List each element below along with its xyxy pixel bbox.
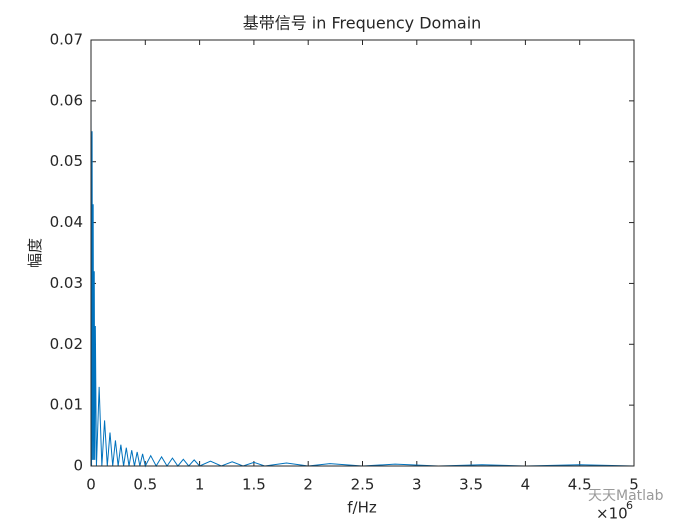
y-axis-label: 幅度 bbox=[26, 238, 44, 268]
y-tick-label: 0.01 bbox=[50, 396, 83, 414]
y-tick-label: 0.03 bbox=[50, 274, 83, 292]
chart-title: 基带信号 in Frequency Domain bbox=[243, 14, 482, 33]
x-axis-label: f/Hz bbox=[347, 499, 377, 517]
x-tick-label: 1.5 bbox=[242, 476, 266, 494]
x-tick-label: 0 bbox=[86, 476, 96, 494]
y-tick-label: 0.05 bbox=[50, 152, 83, 170]
y-tick-label: 0.06 bbox=[50, 91, 83, 109]
x-exponent: 6 bbox=[626, 499, 633, 512]
x-tick-label: 5 bbox=[629, 476, 639, 494]
x-tick-label: 0.5 bbox=[133, 476, 157, 494]
x-tick-label: 2.5 bbox=[351, 476, 375, 494]
y-tick-label: 0.04 bbox=[50, 213, 83, 231]
y-tick-label: 0.07 bbox=[50, 31, 83, 49]
x-tick-label: 3 bbox=[412, 476, 422, 494]
axes-box bbox=[90, 39, 635, 467]
x-tick-label: 2 bbox=[303, 476, 313, 494]
x-tick-label: 4.5 bbox=[568, 476, 592, 494]
y-tick-label: 0 bbox=[73, 457, 83, 475]
watermark: 天天Matlab bbox=[588, 488, 664, 504]
x-tick-label: 4 bbox=[521, 476, 531, 494]
y-tick-label: 0.02 bbox=[50, 335, 83, 353]
x-exponent-base: ×10 bbox=[596, 505, 628, 523]
data-line bbox=[90, 88, 635, 468]
x-tick-label: 1 bbox=[195, 476, 205, 494]
x-tick-label: 3.5 bbox=[459, 476, 483, 494]
